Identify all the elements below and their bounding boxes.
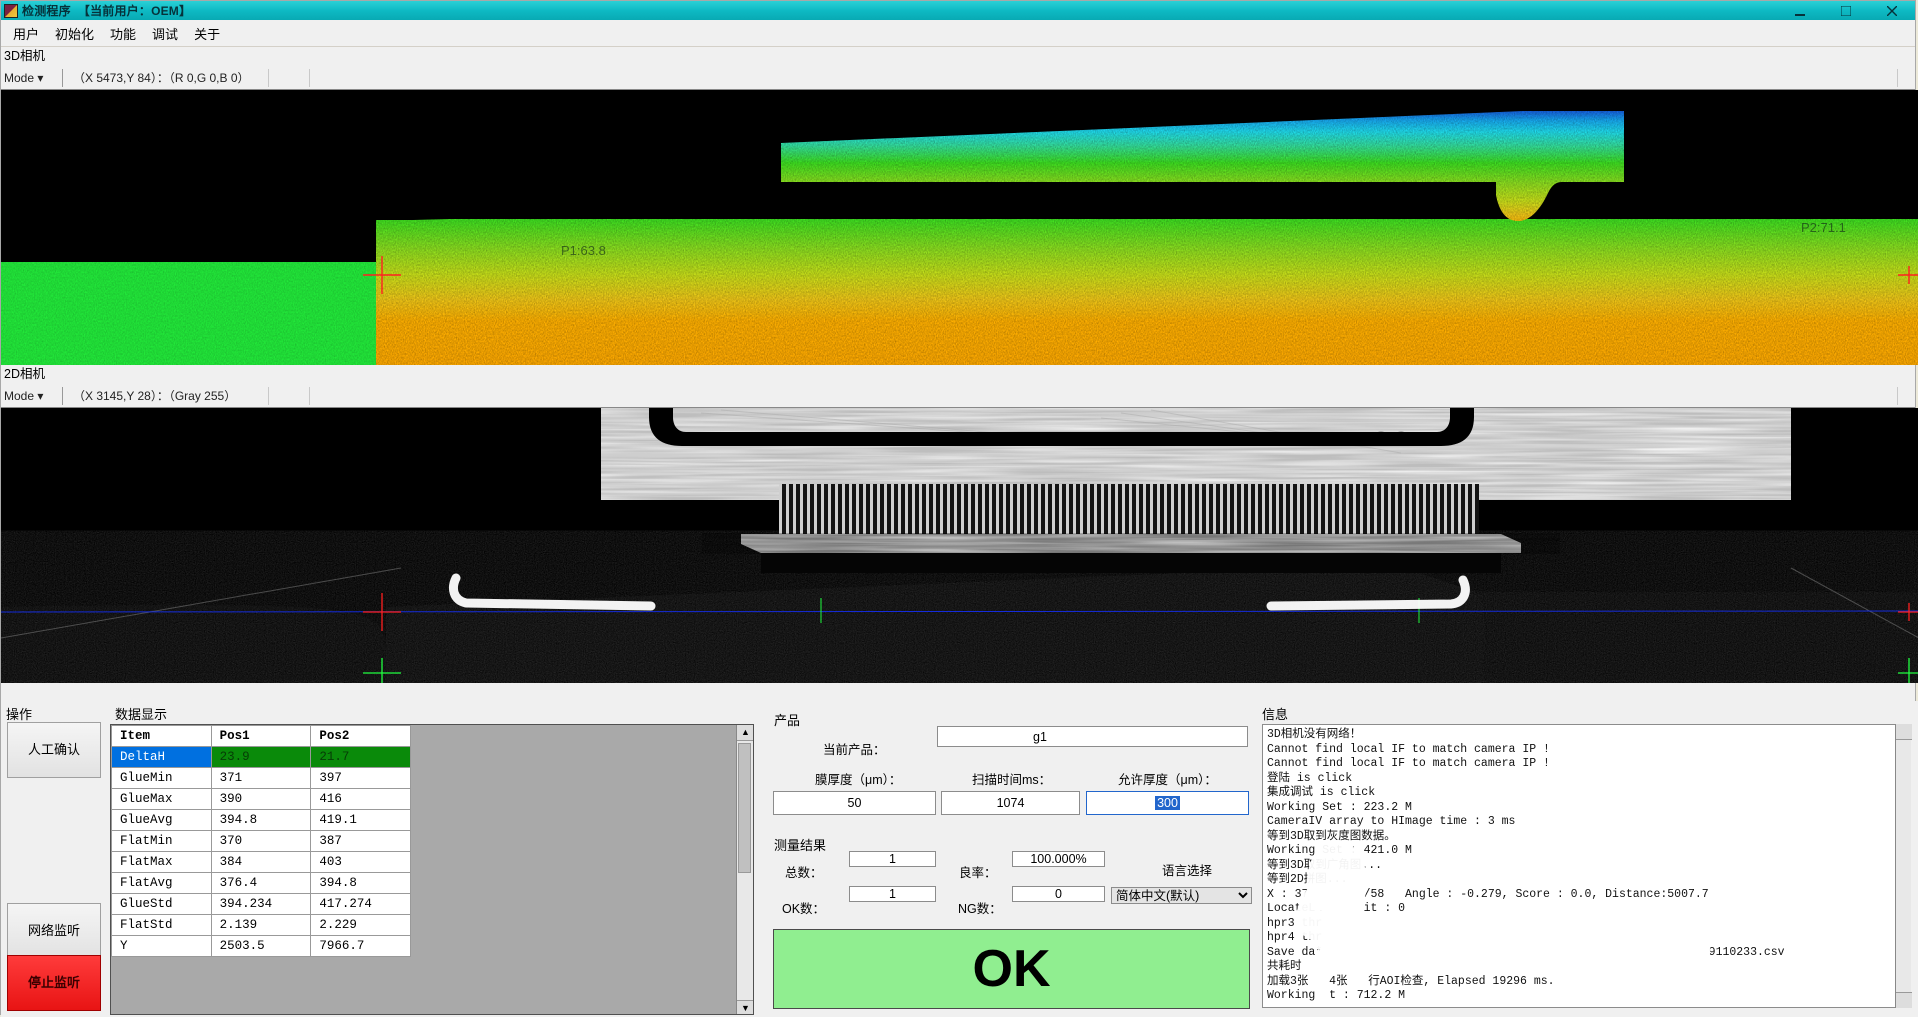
svg-text:P2:71.1: P2:71.1	[1801, 220, 1846, 235]
svg-text:P1:63.8: P1:63.8	[561, 243, 606, 258]
